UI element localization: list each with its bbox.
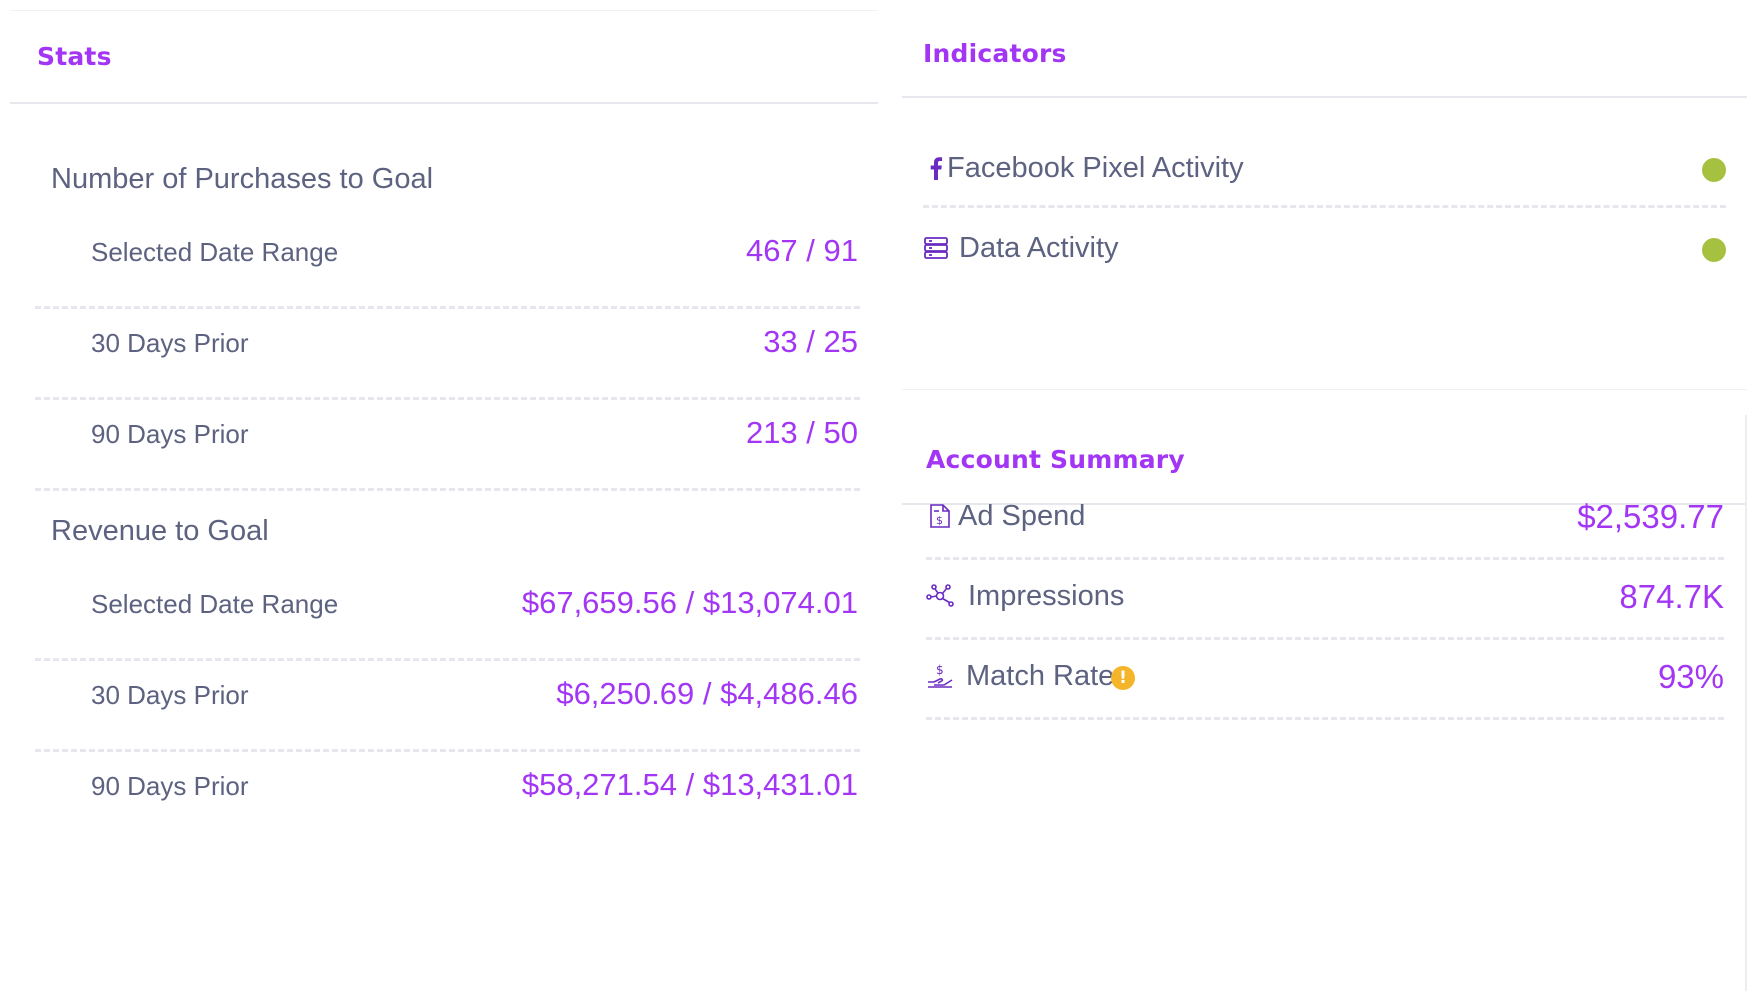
summary-row-ad-spend: $ Ad Spend $2,539.77 — [926, 470, 1724, 560]
hand-dollar-icon: $ — [926, 662, 954, 690]
indicator-facebook-pixel: Facebook Pixel Activity — [923, 118, 1726, 208]
purchases-group-title: Number of Purchases to Goal — [51, 163, 434, 195]
summary-value: $2,539.77 — [1577, 498, 1724, 535]
summary-row-impressions: Impressions 874.7K — [926, 550, 1724, 640]
facebook-icon — [923, 155, 949, 181]
stat-value: 213 / 50 — [745, 415, 858, 450]
indicator-label: Facebook Pixel Activity — [947, 152, 1244, 184]
revenue-row-90-days: 90 Days Prior $58,271.54 / $13,431.01 — [35, 741, 860, 843]
revenue-group-title: Revenue to Goal — [51, 515, 269, 547]
summary-value: 874.7K — [1619, 578, 1724, 615]
account-summary-header: Account Summary — [902, 415, 1745, 505]
purchases-row-90-days: 90 Days Prior 213 / 50 — [35, 389, 860, 491]
account-summary-panel: Account Summary $ Ad Spend $2,539.77 — [902, 415, 1747, 991]
summary-label: Match Rate — [966, 660, 1115, 692]
stat-label: Selected Date Range — [91, 237, 339, 267]
indicators-title: Indicators — [923, 38, 1067, 68]
server-icon — [923, 235, 949, 261]
status-indicator-dot — [1702, 158, 1726, 182]
purchases-row-30-days: 30 Days Prior 33 / 25 — [35, 298, 860, 400]
stat-label: 90 Days Prior — [91, 771, 249, 801]
summary-label: Impressions — [968, 580, 1125, 612]
stat-value: $6,250.69 / $4,486.46 — [556, 676, 858, 711]
stats-title: Stats — [37, 42, 112, 71]
svg-text:$: $ — [936, 514, 943, 527]
svg-text:$: $ — [936, 663, 944, 677]
account-summary-title: Account Summary — [926, 444, 1185, 474]
stat-label: 30 Days Prior — [91, 328, 249, 358]
purchases-row-selected-range: Selected Date Range 467 / 91 — [35, 207, 860, 309]
summary-value: 93% — [1657, 658, 1724, 695]
stat-label: 30 Days Prior — [91, 680, 249, 710]
status-indicator-dot — [1702, 238, 1726, 262]
stat-value: $58,271.54 / $13,431.01 — [521, 767, 858, 802]
indicators-panel: Indicators Facebook Pixel Activity — [902, 10, 1747, 390]
stat-value: $67,659.56 / $13,074.01 — [521, 585, 858, 620]
stat-label: Selected Date Range — [91, 589, 339, 619]
summary-row-match-rate: $ Match Rate ! 93% — [926, 630, 1724, 720]
stat-value: 33 / 25 — [763, 324, 858, 359]
indicator-data-activity: Data Activity — [923, 198, 1726, 288]
revenue-row-30-days: 30 Days Prior $6,250.69 / $4,486.46 — [35, 650, 860, 752]
revenue-row-selected-range: Selected Date Range $67,659.56 / $13,074… — [35, 559, 860, 661]
indicators-header: Indicators — [902, 10, 1747, 98]
stat-label: 90 Days Prior — [91, 419, 249, 449]
stats-panel: Stats Number of Purchases to Goal Select… — [10, 10, 878, 970]
warning-icon[interactable]: ! — [1111, 666, 1135, 690]
stats-header: Stats — [10, 11, 878, 104]
network-nodes-icon — [926, 582, 954, 610]
stat-value: 467 / 91 — [745, 233, 858, 268]
invoice-dollar-icon: $ — [926, 502, 954, 530]
summary-label: Ad Spend — [958, 500, 1086, 532]
indicator-label: Data Activity — [959, 232, 1119, 264]
